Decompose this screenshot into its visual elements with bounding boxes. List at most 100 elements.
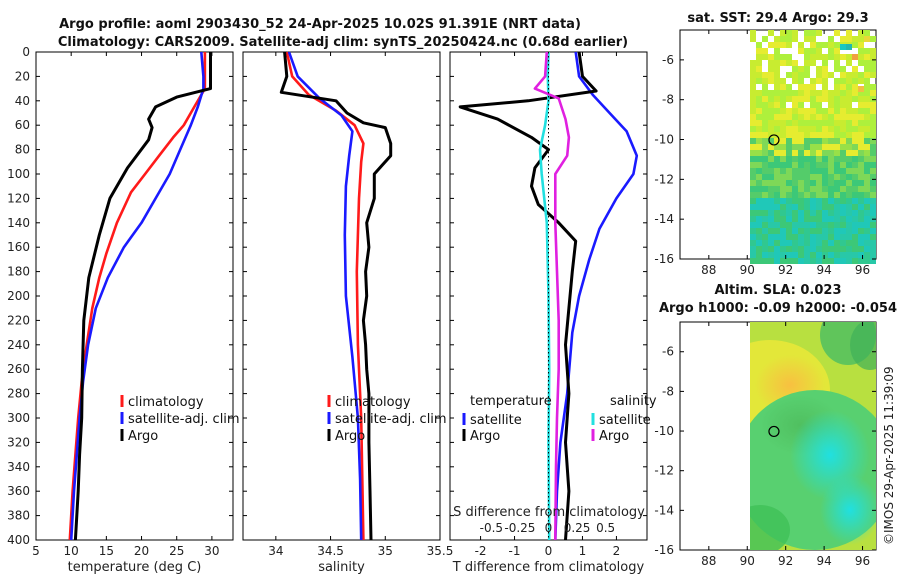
sst-cell	[762, 234, 768, 240]
sst-cell	[870, 150, 876, 156]
sst-cell	[756, 258, 762, 264]
sst-cell	[792, 72, 798, 78]
sst-cell	[840, 120, 846, 126]
sst-cell	[822, 138, 828, 144]
sst-cell	[822, 96, 828, 102]
y-tick-label: 400	[7, 533, 30, 547]
sst-cell	[768, 168, 774, 174]
map-x-tick-label: 90	[740, 263, 755, 277]
sst-cell	[810, 228, 816, 234]
sst-cell	[780, 222, 786, 228]
sst-cell	[864, 72, 870, 78]
sst-cell	[762, 162, 768, 168]
sst-cell	[852, 144, 858, 150]
sst-cell	[864, 168, 870, 174]
sst-cell	[780, 246, 786, 252]
sst-cell	[810, 54, 816, 60]
sst-cell	[834, 150, 840, 156]
sst-cell	[846, 198, 852, 204]
sst-cell	[792, 156, 798, 162]
sst-cell	[780, 228, 786, 234]
sst-cell	[792, 96, 798, 102]
sst-cell	[798, 72, 804, 78]
sst-cell	[756, 138, 762, 144]
sst-cell	[756, 96, 762, 102]
sst-cell	[852, 54, 858, 60]
y-tick-label: 0	[22, 45, 30, 59]
sst-cell	[816, 120, 822, 126]
sst-cell	[810, 96, 816, 102]
sst-cell	[870, 96, 876, 102]
sst-cell	[846, 138, 852, 144]
sst-cell	[840, 66, 846, 72]
sst-cell	[834, 30, 840, 36]
sst-cell	[864, 156, 870, 162]
sst-cell	[750, 150, 756, 156]
sst-cell	[810, 162, 816, 168]
sst-cell	[762, 198, 768, 204]
sst-cell	[798, 48, 804, 54]
sst-cell	[756, 60, 762, 66]
sst-cell	[858, 126, 864, 132]
map-y-tick-label: -16	[654, 543, 674, 557]
sst-cell	[834, 138, 840, 144]
sst-cell	[870, 180, 876, 186]
sst-cell	[840, 126, 846, 132]
sst-cell	[858, 102, 864, 108]
sst-cell	[786, 36, 792, 42]
sst-cell	[816, 198, 822, 204]
sst-cell	[750, 60, 756, 66]
sst-cell	[756, 246, 762, 252]
sst-cell	[804, 216, 810, 222]
sst-cell	[846, 36, 852, 42]
sst-cell	[768, 78, 774, 84]
sst-cell	[774, 48, 780, 54]
sst-cell	[780, 144, 786, 150]
sst-cell	[858, 78, 864, 84]
sst-map-title: sat. SST: 29.4 Argo: 29.3	[687, 11, 868, 26]
sst-cell	[810, 180, 816, 186]
sst-cell	[840, 198, 846, 204]
sst-cell	[810, 78, 816, 84]
sst-cell	[816, 258, 822, 264]
sst-cell	[858, 86, 864, 92]
sst-cell	[834, 180, 840, 186]
sst-cell	[762, 84, 768, 90]
sst-cell	[762, 246, 768, 252]
sst-cell	[858, 162, 864, 168]
sst-cell	[858, 252, 864, 258]
sst-cell	[798, 204, 804, 210]
sst-cell	[834, 66, 840, 72]
sst-cell	[768, 204, 774, 210]
y-tick-label: 200	[7, 289, 30, 303]
sst-cell	[858, 156, 864, 162]
sst-cell	[834, 120, 840, 126]
sst-cell	[840, 246, 846, 252]
sst-cell	[774, 108, 780, 114]
series-line-s-argo	[533, 51, 571, 541]
sst-cell	[870, 204, 876, 210]
sst-cell	[780, 132, 786, 138]
sst-cell	[762, 126, 768, 132]
sst-cell	[834, 126, 840, 132]
sst-cell	[786, 42, 792, 48]
sst-cell	[840, 186, 846, 192]
sst-cell	[750, 84, 756, 90]
sst-cell	[834, 204, 840, 210]
sst-cell	[846, 114, 852, 120]
sst-cell	[768, 216, 774, 222]
sst-cell	[804, 132, 810, 138]
sst-cell	[804, 72, 810, 78]
sst-cell	[834, 174, 840, 180]
sst-cell	[804, 210, 810, 216]
sst-cell	[834, 234, 840, 240]
sst-cell	[792, 126, 798, 132]
sst-cell	[834, 102, 840, 108]
sst-cell	[852, 210, 858, 216]
sst-cell	[792, 258, 798, 264]
sst-cell	[870, 192, 876, 198]
sst-cell	[858, 132, 864, 138]
sst-cell	[846, 192, 852, 198]
sst-cell	[804, 246, 810, 252]
map-y-tick-label: -14	[654, 212, 674, 226]
